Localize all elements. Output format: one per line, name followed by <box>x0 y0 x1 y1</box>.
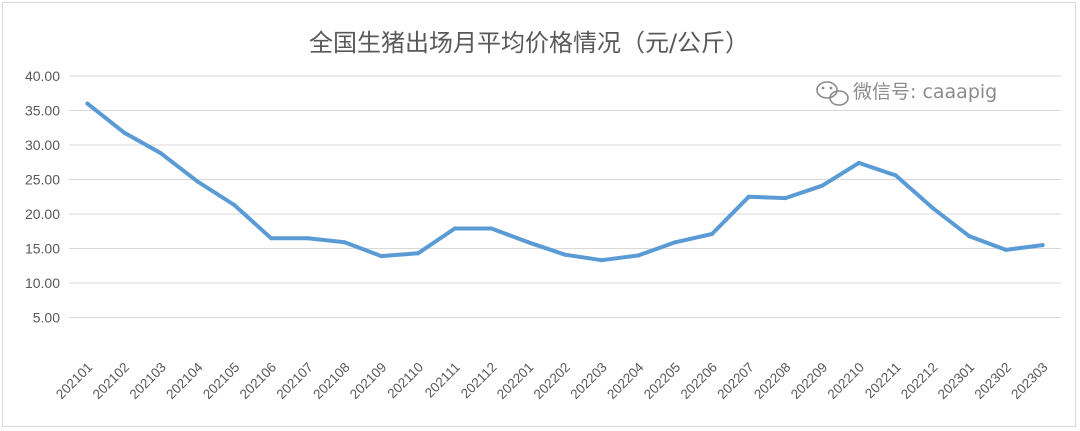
data-point <box>967 234 972 239</box>
data-point <box>305 236 310 241</box>
data-point <box>232 203 237 207</box>
x-tick-label: 202204 <box>604 359 647 402</box>
x-tick-label: 202203 <box>567 360 609 402</box>
data-point <box>820 183 825 188</box>
data-point <box>746 194 751 199</box>
data-point <box>85 101 90 106</box>
x-tick-label: 202106 <box>237 360 279 402</box>
x-tick-label: 202205 <box>641 360 683 402</box>
x-tick-label: 202105 <box>200 360 242 402</box>
x-tick-label: 202108 <box>310 360 352 402</box>
data-point <box>342 240 347 245</box>
x-tick-label: 202110 <box>384 360 426 402</box>
x-tick-label: 202102 <box>90 360 132 402</box>
y-tick-label: 10.00 <box>25 275 60 291</box>
data-point <box>1040 243 1045 248</box>
watermark-text: 微信号: caaapig <box>853 81 997 103</box>
y-axis-ticks: 5.00 10.00 15.00 20.00 25.00 30.00 35.00 40.00 <box>25 68 60 326</box>
x-tick-label: 202201 <box>494 360 536 402</box>
y-tick-label: 30.00 <box>25 137 60 153</box>
grid-layer <box>69 75 1061 318</box>
data-point <box>452 226 457 231</box>
x-tick-label: 202208 <box>751 360 793 402</box>
x-tick-label: 202104 <box>163 359 206 402</box>
x-tick-label: 202302 <box>972 360 1014 402</box>
watermark: 微信号: caaapig <box>816 81 997 106</box>
data-point <box>930 205 935 210</box>
x-tick-label: 202212 <box>898 360 940 402</box>
data-point <box>783 196 788 201</box>
y-tick-label: 15.00 <box>25 241 60 257</box>
data-point <box>563 252 567 257</box>
y-tick-label: 40.00 <box>25 68 60 84</box>
y-tick-label: 5.00 <box>33 310 60 326</box>
series-layer <box>85 101 1045 263</box>
x-tick-label: 202103 <box>127 360 169 402</box>
x-tick-label: 202211 <box>862 360 904 402</box>
data-point <box>1003 247 1008 252</box>
x-tick-label: 202303 <box>1008 360 1050 402</box>
x-tick-label: 202111 <box>422 360 463 401</box>
x-tick-label: 202109 <box>347 360 389 402</box>
data-point <box>489 226 494 231</box>
x-axis-ticks: 2021012021022021032021042021052021062021… <box>53 359 1051 402</box>
x-tick-label: 202112 <box>458 360 500 402</box>
y-tick-label: 25.00 <box>25 172 60 188</box>
data-point <box>379 254 384 259</box>
x-tick-label: 202206 <box>678 360 720 402</box>
line-chart: 全国生猪出场月平均价格情况（元/公斤） 微信号: caaapig 5.00 10.… <box>25 29 1061 402</box>
data-point <box>673 240 678 245</box>
x-tick-label: 202301 <box>935 360 977 402</box>
data-point <box>710 232 714 236</box>
data-point <box>599 258 604 263</box>
wechat-icon <box>816 81 849 106</box>
x-tick-label: 202101 <box>53 360 95 402</box>
data-point <box>893 173 898 178</box>
x-tick-label: 202202 <box>531 360 573 402</box>
data-point <box>416 251 420 256</box>
x-tick-label: 202210 <box>825 360 867 402</box>
data-point <box>269 236 274 241</box>
data-point <box>526 240 531 245</box>
data-point <box>856 160 861 165</box>
data-point <box>122 130 127 135</box>
series-line <box>85 101 1045 263</box>
y-tick-label: 20.00 <box>25 206 60 222</box>
chart-title: 全国生猪出场月平均价格情况（元/公斤） <box>309 29 749 57</box>
data-point <box>158 151 163 156</box>
x-tick-label: 202207 <box>714 360 756 402</box>
data-point <box>636 253 641 258</box>
data-point <box>195 179 200 184</box>
y-tick-label: 35.00 <box>25 103 60 119</box>
x-tick-label: 202209 <box>788 360 830 402</box>
x-tick-label: 202107 <box>273 360 315 402</box>
